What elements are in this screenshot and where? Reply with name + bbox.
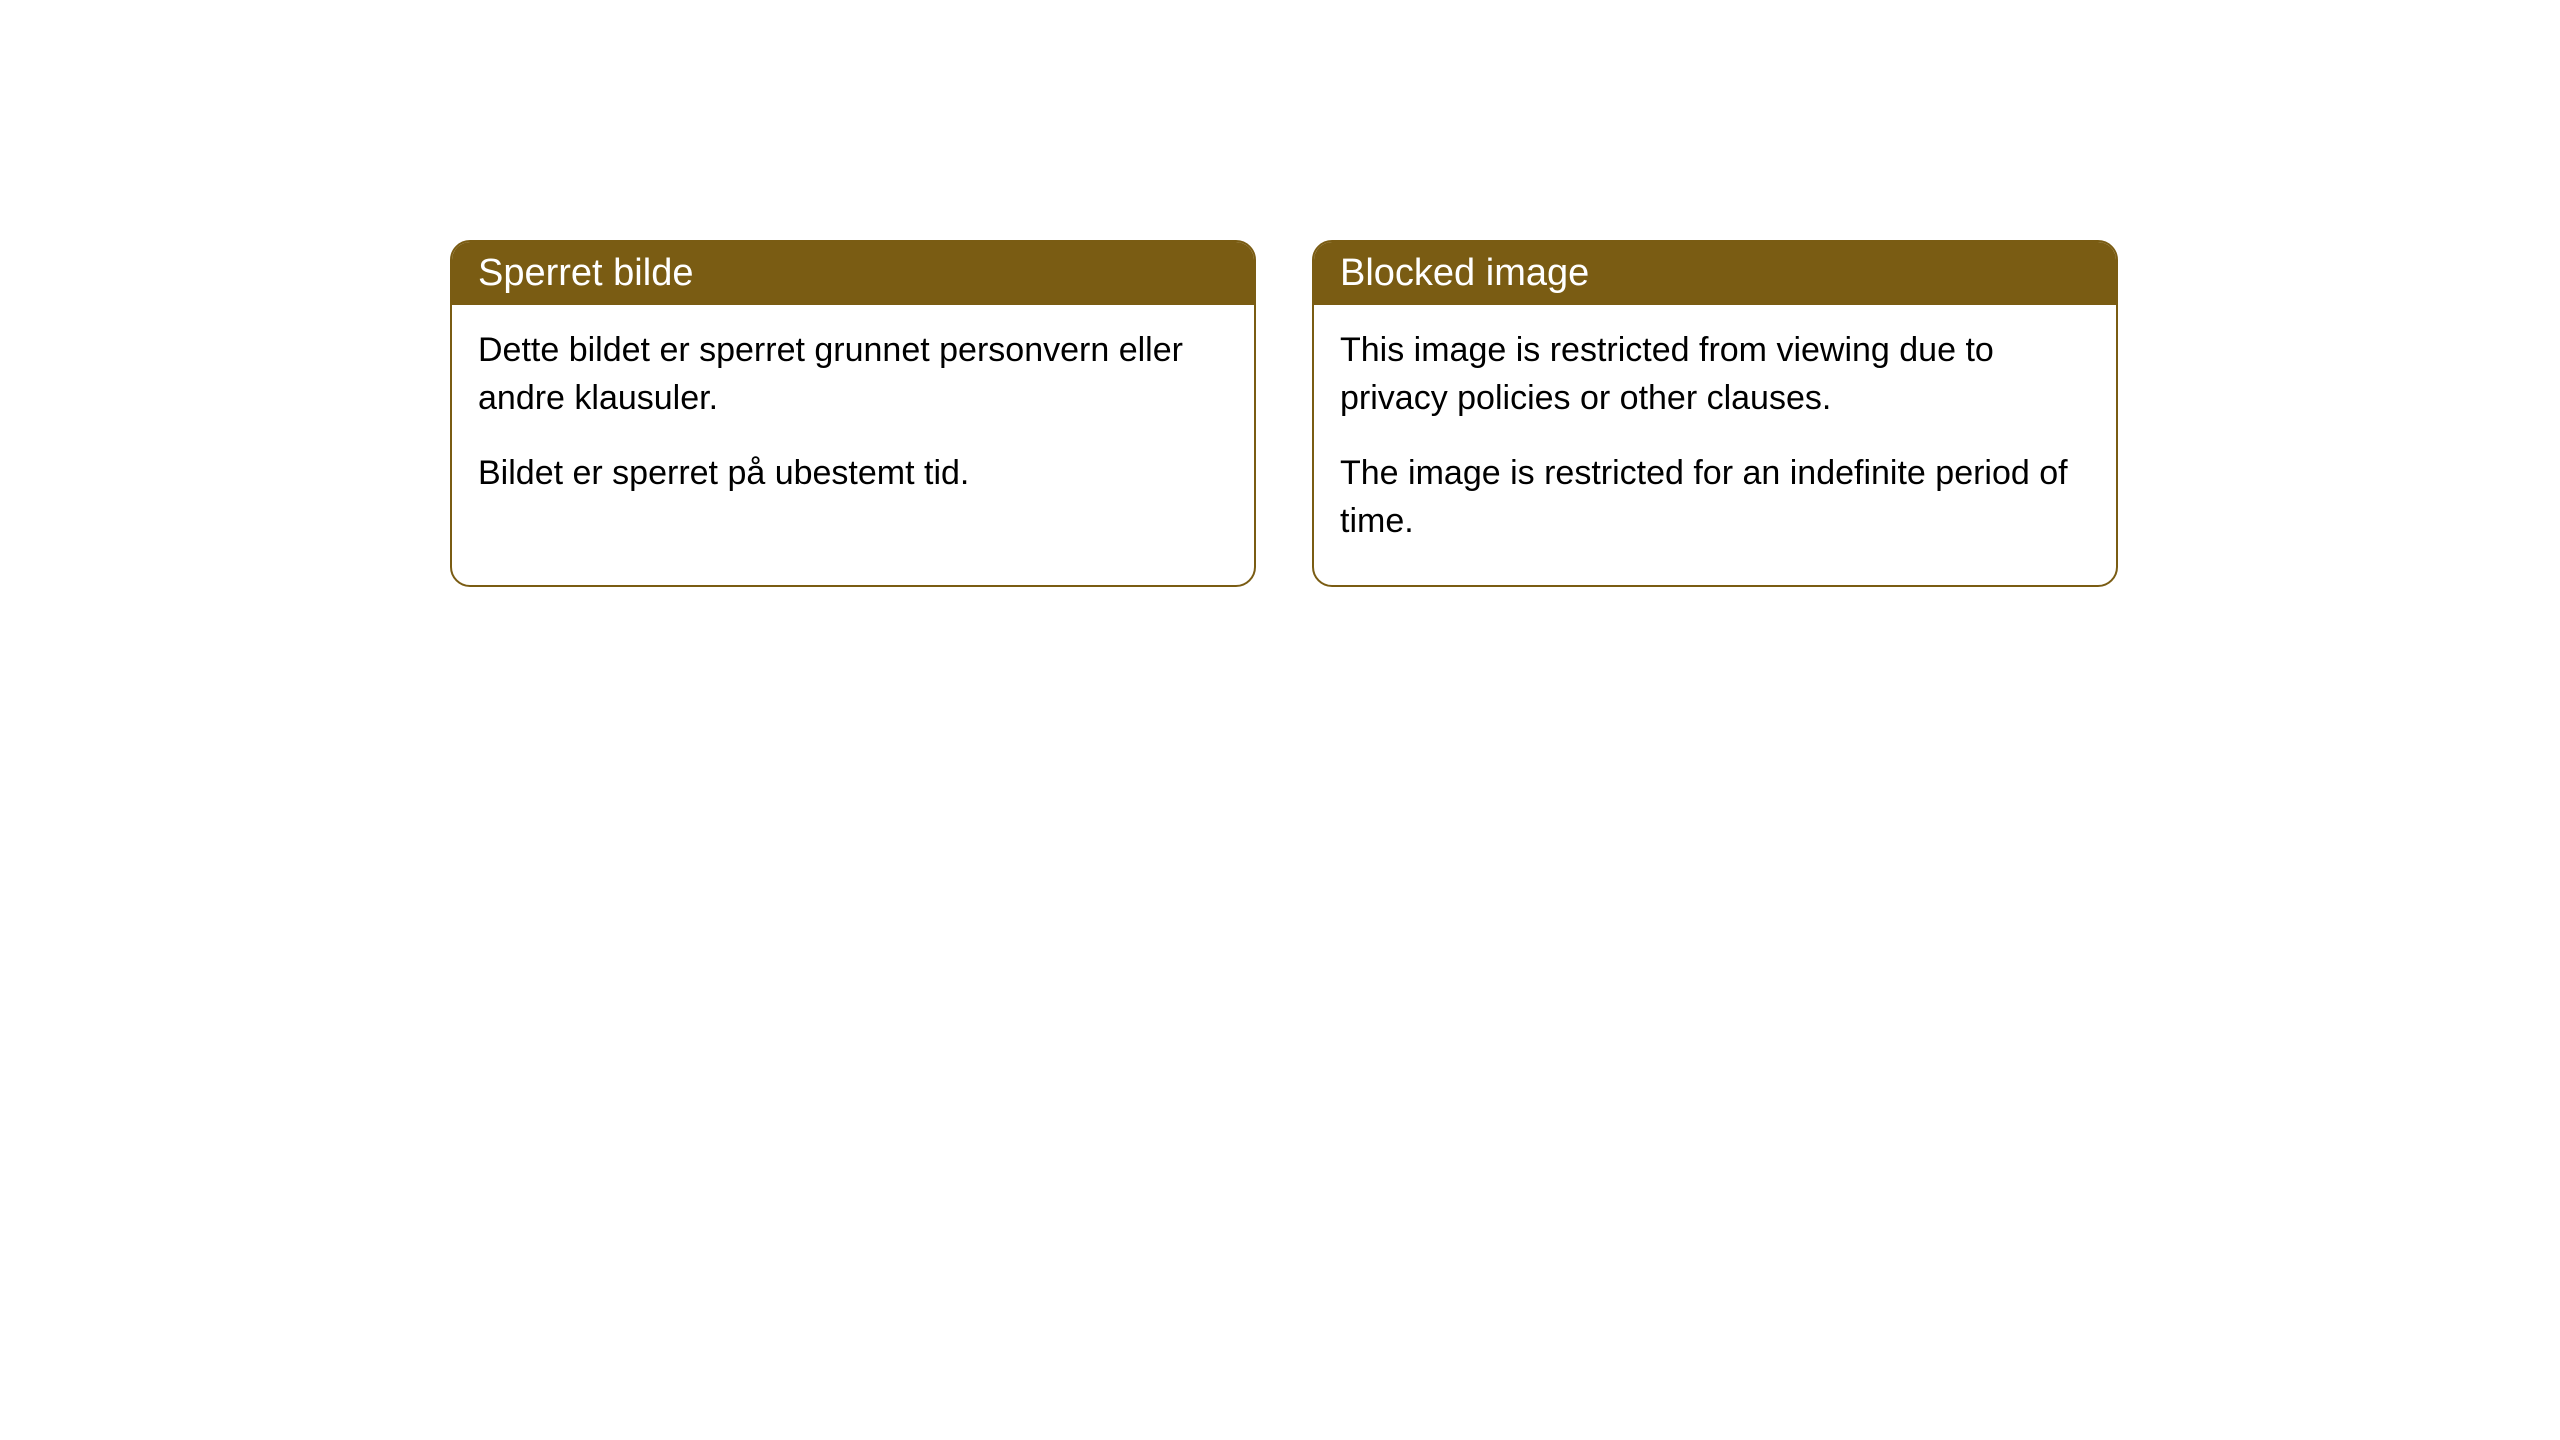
- card-header: Blocked image: [1314, 242, 2116, 305]
- card-header: Sperret bilde: [452, 242, 1254, 305]
- card-paragraph-2: Bildet er sperret på ubestemt tid.: [478, 450, 1228, 498]
- card-body: Dette bildet er sperret grunnet personve…: [452, 305, 1254, 538]
- card-paragraph-2: The image is restricted for an indefinit…: [1340, 450, 2090, 545]
- card-paragraph-1: This image is restricted from viewing du…: [1340, 327, 2090, 422]
- card-title: Sperret bilde: [478, 252, 693, 294]
- card-title: Blocked image: [1340, 252, 1589, 294]
- blocked-image-card-english: Blocked image This image is restricted f…: [1312, 240, 2118, 587]
- blocked-image-card-norwegian: Sperret bilde Dette bildet er sperret gr…: [450, 240, 1256, 587]
- card-body: This image is restricted from viewing du…: [1314, 305, 2116, 585]
- cards-container: Sperret bilde Dette bildet er sperret gr…: [450, 240, 2118, 587]
- card-paragraph-1: Dette bildet er sperret grunnet personve…: [478, 327, 1228, 422]
